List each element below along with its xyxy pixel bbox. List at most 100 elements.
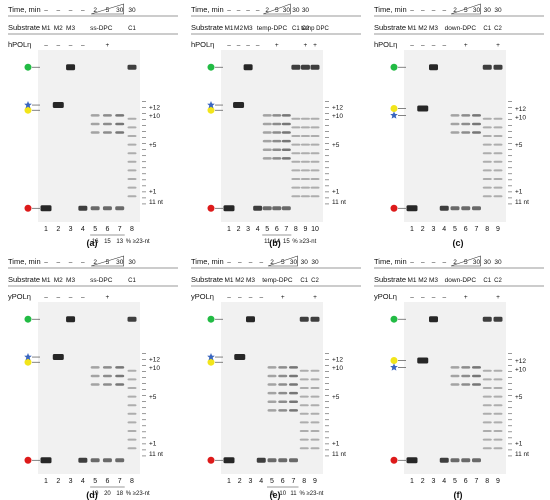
gel-band-ladder [127,412,137,415]
gel-band-extension [289,366,298,369]
gel-band-primer [115,458,125,463]
gel-band-primer [461,458,471,463]
substrate-name: M1 [224,25,233,32]
enzyme-value: – [56,42,60,49]
gel-band-ladder [127,195,137,198]
substrate-name: M3 [66,277,75,284]
time-label: Time, min [374,5,407,14]
lane-number: 4 [81,478,85,485]
gel-band-substrate [78,457,88,463]
enzyme-value: – [246,42,250,49]
gel-band-extension [472,383,481,386]
gel-band-ladder [310,369,320,372]
gel-band-extension [450,122,460,126]
time-value: – [69,7,73,14]
gel-band-ladder [291,126,301,129]
gel-band-ladder [127,135,137,137]
gel-band-ladder [493,387,503,389]
panel-letter: (a) [87,238,98,248]
size-label: +10 [149,113,160,120]
time-wedge [263,3,291,15]
gel-band-extension [262,114,272,117]
lane-number: 6 [105,478,109,485]
lane-number: 8 [485,478,489,485]
gel-band-extension [115,366,125,369]
lane-number: 5 [93,226,97,233]
gel-band-primer [262,206,272,211]
gel-band-ladder [493,421,503,424]
enzyme-value: + [313,42,317,49]
panel-letter: (b) [269,238,281,248]
gel-band-extension [281,114,291,117]
gel-band-extension [278,383,288,386]
gel-band-ladder [493,169,503,172]
gel-band-primer [272,206,282,211]
gel-band-ladder [482,169,492,172]
substrate-label: Substrate [191,23,223,32]
lane-number: 3 [432,478,436,485]
substrate-name: C2 [311,278,319,284]
gel-band-ladder [300,152,310,155]
gel-band-ladder [291,143,301,146]
gel-band-extension [102,374,112,378]
lane-number: 3 [246,226,250,233]
gel-band-extension [262,122,272,126]
time-value: – [442,7,446,14]
yellow-marker [24,358,32,366]
time-value: 30 [484,7,492,14]
enzyme-value: – [238,294,242,301]
gel-band-ladder [482,186,492,189]
time-value: 2 [453,7,457,14]
enzyme-value: – [81,42,85,49]
size-label: 11 nt [332,451,346,458]
time-value: – [256,7,260,14]
gel-band-extension [102,114,112,117]
enzyme-value: + [281,294,285,301]
gel-band-ladder [300,117,310,120]
lane-number: 4 [81,226,85,233]
size-label: +10 [332,365,343,372]
gel-band-extension [102,122,112,126]
gel-band-extension [90,122,100,126]
lane-number: 2 [421,478,425,485]
gel-band-ladder [299,378,309,381]
substrate-name: C2 [494,26,502,32]
gel-band-ladder [482,421,492,424]
gel-band-ladder [291,195,301,198]
gel-band-extension [90,374,100,378]
gel-band-extension [102,383,112,386]
substrate-label: Substrate [8,275,40,284]
lane-number: 8 [130,226,134,233]
gel-band-ladder [493,195,503,198]
time-value: 30 [292,7,300,14]
gel-band-extension [267,391,277,395]
time-wedge [450,3,481,15]
substrate-name: M2 [235,277,244,284]
gel-band-extension [281,148,291,152]
gel-band-control [127,64,137,70]
gel-band-m2 [234,354,246,361]
gel-band-extension [289,400,298,404]
gel-band-ladder [482,152,492,155]
time-value: 30 [302,7,310,14]
lane-number: 8 [130,478,134,485]
gel-band-extension [450,374,460,378]
enzyme-value: + [106,42,110,49]
gel-band-ladder [310,178,320,180]
substrate-name: ss-DPC [90,277,113,284]
time-wedge [91,255,125,267]
gel-band-extension [281,139,291,143]
substrate-label: Substrate [374,275,406,284]
enzyme-label: hPOLη [374,40,397,49]
gel-band-ladder [291,135,301,137]
gel-band-extension [272,122,282,126]
time-value: 30 [473,7,481,14]
green-marker [24,315,32,323]
substrate-label: Substrate [191,275,223,284]
enzyme-label: hPOLη [8,40,31,49]
gel-band-ladder [493,178,503,180]
gel-band-m3 [243,64,253,71]
lane-number: 6 [105,226,109,233]
gel-band-ladder [299,430,309,432]
